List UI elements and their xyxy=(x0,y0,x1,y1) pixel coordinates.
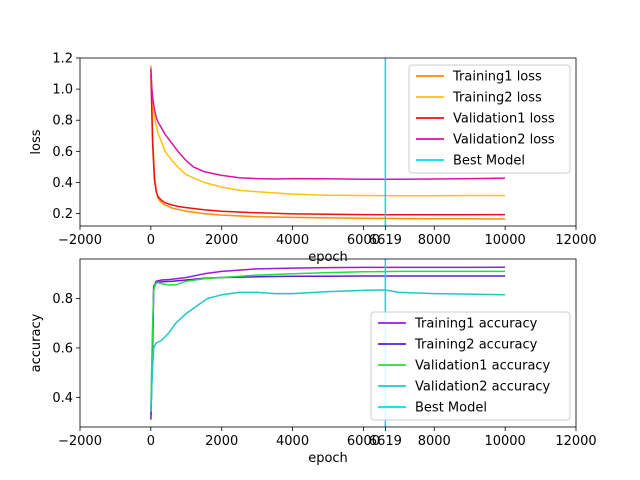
series-line-3 xyxy=(150,270,506,410)
legend-label: Best Model xyxy=(415,401,487,416)
x-tick-label: −2000 xyxy=(58,233,102,248)
legend-label: Best Model xyxy=(453,154,525,169)
legend: Training1 loss Training2 loss Validation1 … xyxy=(408,64,571,174)
legend-label: Validation2 accuracy xyxy=(415,380,551,395)
series-line-3 xyxy=(150,73,506,216)
x-tick-label: 6000 xyxy=(347,233,380,248)
axes-frame xyxy=(79,57,577,227)
y-axis-label: loss xyxy=(29,129,44,154)
x-tick-label: 12000 xyxy=(555,434,596,449)
series-line-4 xyxy=(150,68,506,181)
series-line-2 xyxy=(150,73,506,197)
subplot-loss: −2000 0 2000 4000 6000 8000 10000 12000 6619 0.2 0… xyxy=(29,52,597,266)
x-tick-label: 2000 xyxy=(205,233,238,248)
legend-label: Validation1 accuracy xyxy=(415,359,551,374)
legend: Training1 accuracy Training2 accuracy Vali… xyxy=(370,311,571,421)
subplot-accuracy: −2000 0 2000 4000 6000 8000 10000 12000 6619 0.4 0… xyxy=(29,258,597,466)
legend-label: Validation1 loss xyxy=(453,112,555,127)
y-tick-label: 1.0 xyxy=(52,83,73,98)
x-tick-label: 8000 xyxy=(418,434,451,449)
x-tick-label: 4000 xyxy=(276,434,309,449)
legend-label: Training2 accuracy xyxy=(414,338,538,353)
y-axis-label: accuracy xyxy=(29,313,44,372)
y-tick-label: 0.8 xyxy=(52,292,73,307)
legend-box xyxy=(408,64,571,174)
x-tick-label: 0 xyxy=(147,233,155,248)
best-model-tick-label: 6619 xyxy=(369,434,402,449)
series-line-4 xyxy=(150,289,506,413)
x-tick-label: 10000 xyxy=(484,434,525,449)
plot-area xyxy=(150,266,506,420)
x-tick-label: 4000 xyxy=(276,233,309,248)
legend-label: Training1 accuracy xyxy=(414,317,538,332)
y-tick-label: 0.4 xyxy=(52,391,73,406)
y-tick-label: 0.6 xyxy=(52,341,73,356)
x-tick-label: 2000 xyxy=(205,434,238,449)
x-tick-label: 10000 xyxy=(484,233,525,248)
best-model-tick-label: 6619 xyxy=(369,233,402,248)
y-tick-label: 1.2 xyxy=(52,52,73,67)
x-tick-label: 6000 xyxy=(347,434,380,449)
x-tick-label: 8000 xyxy=(418,233,451,248)
y-tick-label: 0.2 xyxy=(52,207,73,222)
legend-label: Training1 loss xyxy=(452,70,542,85)
x-axis-label: epoch xyxy=(308,250,348,265)
x-tick-label: 0 xyxy=(147,434,155,449)
y-tick-label: 0.4 xyxy=(52,176,73,191)
y-tick-label: 0.8 xyxy=(52,114,73,129)
x-tick-label: −2000 xyxy=(58,434,102,449)
axes-frame xyxy=(79,258,577,428)
legend-label: Training2 loss xyxy=(452,91,542,106)
x-tick-label: 12000 xyxy=(555,233,596,248)
legend-box xyxy=(370,311,571,421)
plot-area xyxy=(150,65,506,220)
x-axis-label: epoch xyxy=(308,451,348,466)
legend-label: Validation2 loss xyxy=(453,133,555,148)
y-tick-label: 0.6 xyxy=(52,145,73,160)
